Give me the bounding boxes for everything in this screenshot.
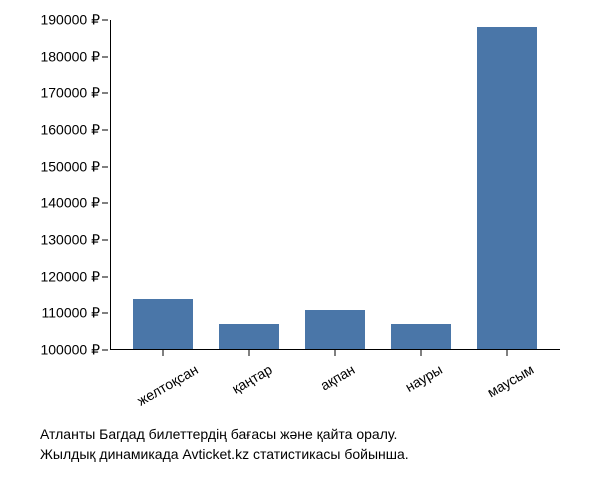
plot-area: 100000 ₽110000 ₽120000 ₽130000 ₽140000 ₽… [110,20,560,350]
bar-slot [464,20,550,350]
bar [391,324,451,350]
bar-slot [378,20,464,350]
price-chart: 100000 ₽ 110000 ₽ 120000 ₽ 130000 ₽ 140000 ₽… [0,0,600,500]
y-tick-mark [102,20,108,21]
y-tick-mark [102,240,108,241]
y-tick-label: 150000 ₽ [40,158,100,175]
x-label-slot: науры [378,350,464,410]
x-tick-label: науры [402,361,445,395]
y-tick-mark [102,166,108,167]
x-tick-label: ақпан [317,361,357,393]
y-tick-mark [102,203,108,204]
x-label-slot: маусым [464,350,550,410]
x-tick-mark [421,350,422,356]
bars-group [110,20,560,350]
y-tick-label: 170000 ₽ [40,85,100,102]
y-tick-label: 100000 ₽ [40,342,100,359]
x-axis-labels: желтоқсан қаңтар ақпан науры маусым [110,350,560,410]
x-tick-label: желтоқсан [134,361,200,409]
x-tick-mark [163,350,164,356]
y-tick-label: 140000 ₽ [40,195,100,212]
x-tick-label: қаңтар [229,361,275,397]
bar [133,299,193,350]
x-label-slot: желтоқсан [120,350,206,410]
y-tick-label: 110000 ₽ [42,305,100,322]
caption-line-2: Жылдық динамикада Avticket.kz статистика… [40,445,580,465]
x-label-slot: ақпан [292,350,378,410]
y-tick-label: 180000 ₽ [40,48,100,65]
bar [219,324,279,350]
bar-slot [120,20,206,350]
bar-slot [292,20,378,350]
y-tick-label: 120000 ₽ [40,268,100,285]
bar [305,310,365,350]
caption-line-1: Атланты Багдад билеттердің бағасы және қ… [40,425,580,445]
chart-caption: Атланты Багдад билеттердің бағасы және қ… [40,425,580,464]
x-tick-mark [507,350,508,356]
y-tick-mark [102,276,108,277]
bar [477,27,537,350]
y-axis: 100000 ₽110000 ₽120000 ₽130000 ₽140000 ₽… [20,20,108,350]
y-tick-mark [102,56,108,57]
y-tick-label: 130000 ₽ [40,232,100,249]
x-label-slot: қаңтар [206,350,292,410]
x-tick-mark [335,350,336,356]
y-tick-mark [102,93,108,94]
y-tick-label: 160000 ₽ [40,122,100,139]
y-tick-mark [102,313,108,314]
x-tick-label: маусым [484,361,536,400]
y-tick-mark [102,130,108,131]
y-tick-mark [102,350,108,351]
bar-slot [206,20,292,350]
y-tick-label: 190000 ₽ [40,12,100,29]
x-tick-mark [249,350,250,356]
